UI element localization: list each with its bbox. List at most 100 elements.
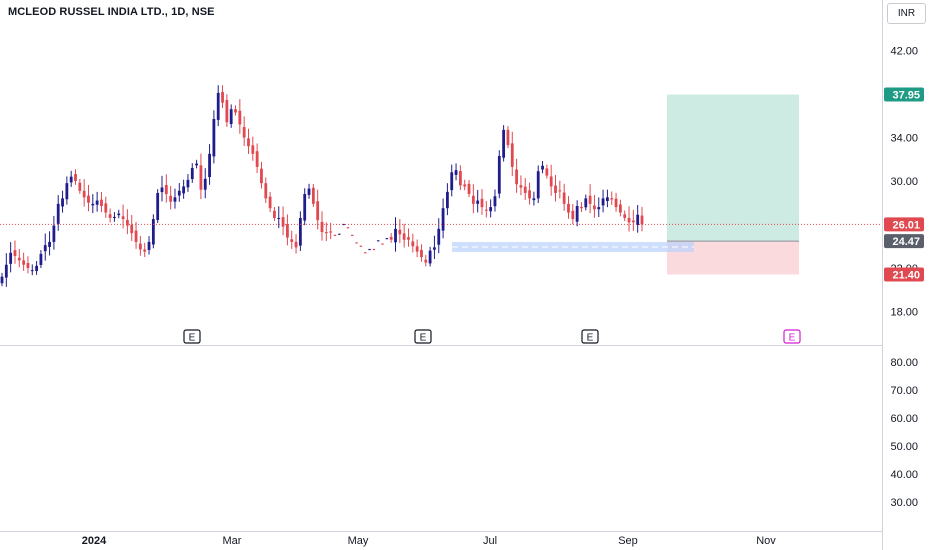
candle [593, 194, 596, 218]
candle [281, 206, 285, 236]
candle [389, 233, 393, 243]
earnings-marker[interactable]: E [581, 329, 599, 344]
candle [264, 177, 268, 204]
candle [156, 189, 160, 223]
candle [588, 184, 592, 214]
price-tick-label: 30.00 [890, 176, 918, 188]
candle [446, 183, 449, 216]
candle [450, 164, 454, 197]
candle [26, 256, 30, 274]
candle [277, 206, 281, 229]
candle [484, 201, 488, 218]
candle [489, 199, 493, 218]
candle [545, 164, 549, 179]
candle [541, 160, 544, 174]
candle [56, 195, 60, 231]
candles [0, 85, 644, 287]
indicator-axis: 80.00 70.00 60.00 50.00 40.00 30.00 [890, 357, 918, 509]
candle [558, 180, 562, 199]
candle [39, 250, 43, 268]
candle [510, 131, 514, 177]
candle [186, 174, 190, 192]
price-tick-label: 42.00 [890, 46, 918, 58]
candle [4, 253, 8, 287]
candle [497, 150, 501, 199]
candle [623, 210, 627, 222]
position-zones[interactable] [452, 94, 799, 275]
candle [199, 153, 203, 200]
svg-text:21.40: 21.40 [892, 270, 920, 282]
candle [143, 242, 147, 258]
candle [476, 189, 480, 213]
time-tick-label: 2024 [82, 535, 107, 547]
candle [126, 209, 129, 235]
candle [164, 174, 168, 203]
candle [95, 191, 99, 212]
candle [260, 161, 263, 189]
time-tick-label: May [348, 535, 369, 547]
candle [238, 99, 242, 134]
candle [528, 182, 531, 205]
candle [480, 189, 484, 215]
candle [506, 126, 510, 149]
time-tick-label: Jul [483, 535, 497, 547]
candle [113, 212, 116, 222]
candle [234, 105, 237, 116]
candle [307, 183, 311, 199]
time-tick-label: Nov [756, 535, 776, 547]
candle [575, 200, 579, 227]
candle [320, 211, 324, 241]
candle [454, 163, 458, 181]
candle [606, 189, 609, 208]
candle [100, 191, 103, 213]
candle [627, 206, 631, 232]
candle [298, 211, 302, 251]
candle [571, 204, 575, 225]
target-price-badge: 37.95 [884, 87, 924, 102]
candle [303, 188, 307, 226]
candle [554, 174, 557, 202]
price-tick-label: 34.00 [890, 133, 918, 145]
candle [311, 183, 315, 207]
candle [30, 264, 34, 276]
candle [160, 175, 164, 202]
earnings-marker[interactable]: E [783, 329, 801, 344]
candle [584, 194, 588, 211]
candle [601, 189, 605, 213]
candle [329, 222, 333, 240]
candle [251, 136, 255, 161]
candle [225, 94, 229, 127]
candle [415, 239, 419, 258]
candle [471, 184, 475, 214]
candle [437, 218, 441, 254]
candle [247, 128, 250, 154]
candle [87, 184, 90, 212]
price-tick-label: 18.00 [890, 307, 918, 319]
currency-button[interactable]: INR [887, 3, 926, 24]
target-zone[interactable] [667, 94, 799, 242]
candle [618, 199, 622, 217]
svg-text:E: E [189, 333, 196, 344]
indicator-tick-label: 40.00 [890, 469, 918, 481]
candle [532, 191, 536, 206]
candle [433, 235, 436, 260]
candle [614, 192, 618, 212]
earnings-marker[interactable]: E [414, 329, 432, 344]
last-price-badge: 26.01 [884, 217, 924, 232]
earnings-marker[interactable]: E [183, 329, 201, 344]
candle [216, 85, 220, 127]
candle [169, 186, 173, 210]
indicator-tick-label: 60.00 [890, 413, 918, 425]
candle [17, 249, 21, 268]
candle [567, 196, 570, 219]
candle [48, 231, 51, 256]
candle [273, 206, 276, 222]
candle [82, 179, 86, 207]
svg-text:37.95: 37.95 [892, 90, 920, 102]
candle [640, 206, 644, 232]
candle [69, 170, 73, 187]
candle [0, 272, 4, 287]
candle [549, 164, 553, 196]
